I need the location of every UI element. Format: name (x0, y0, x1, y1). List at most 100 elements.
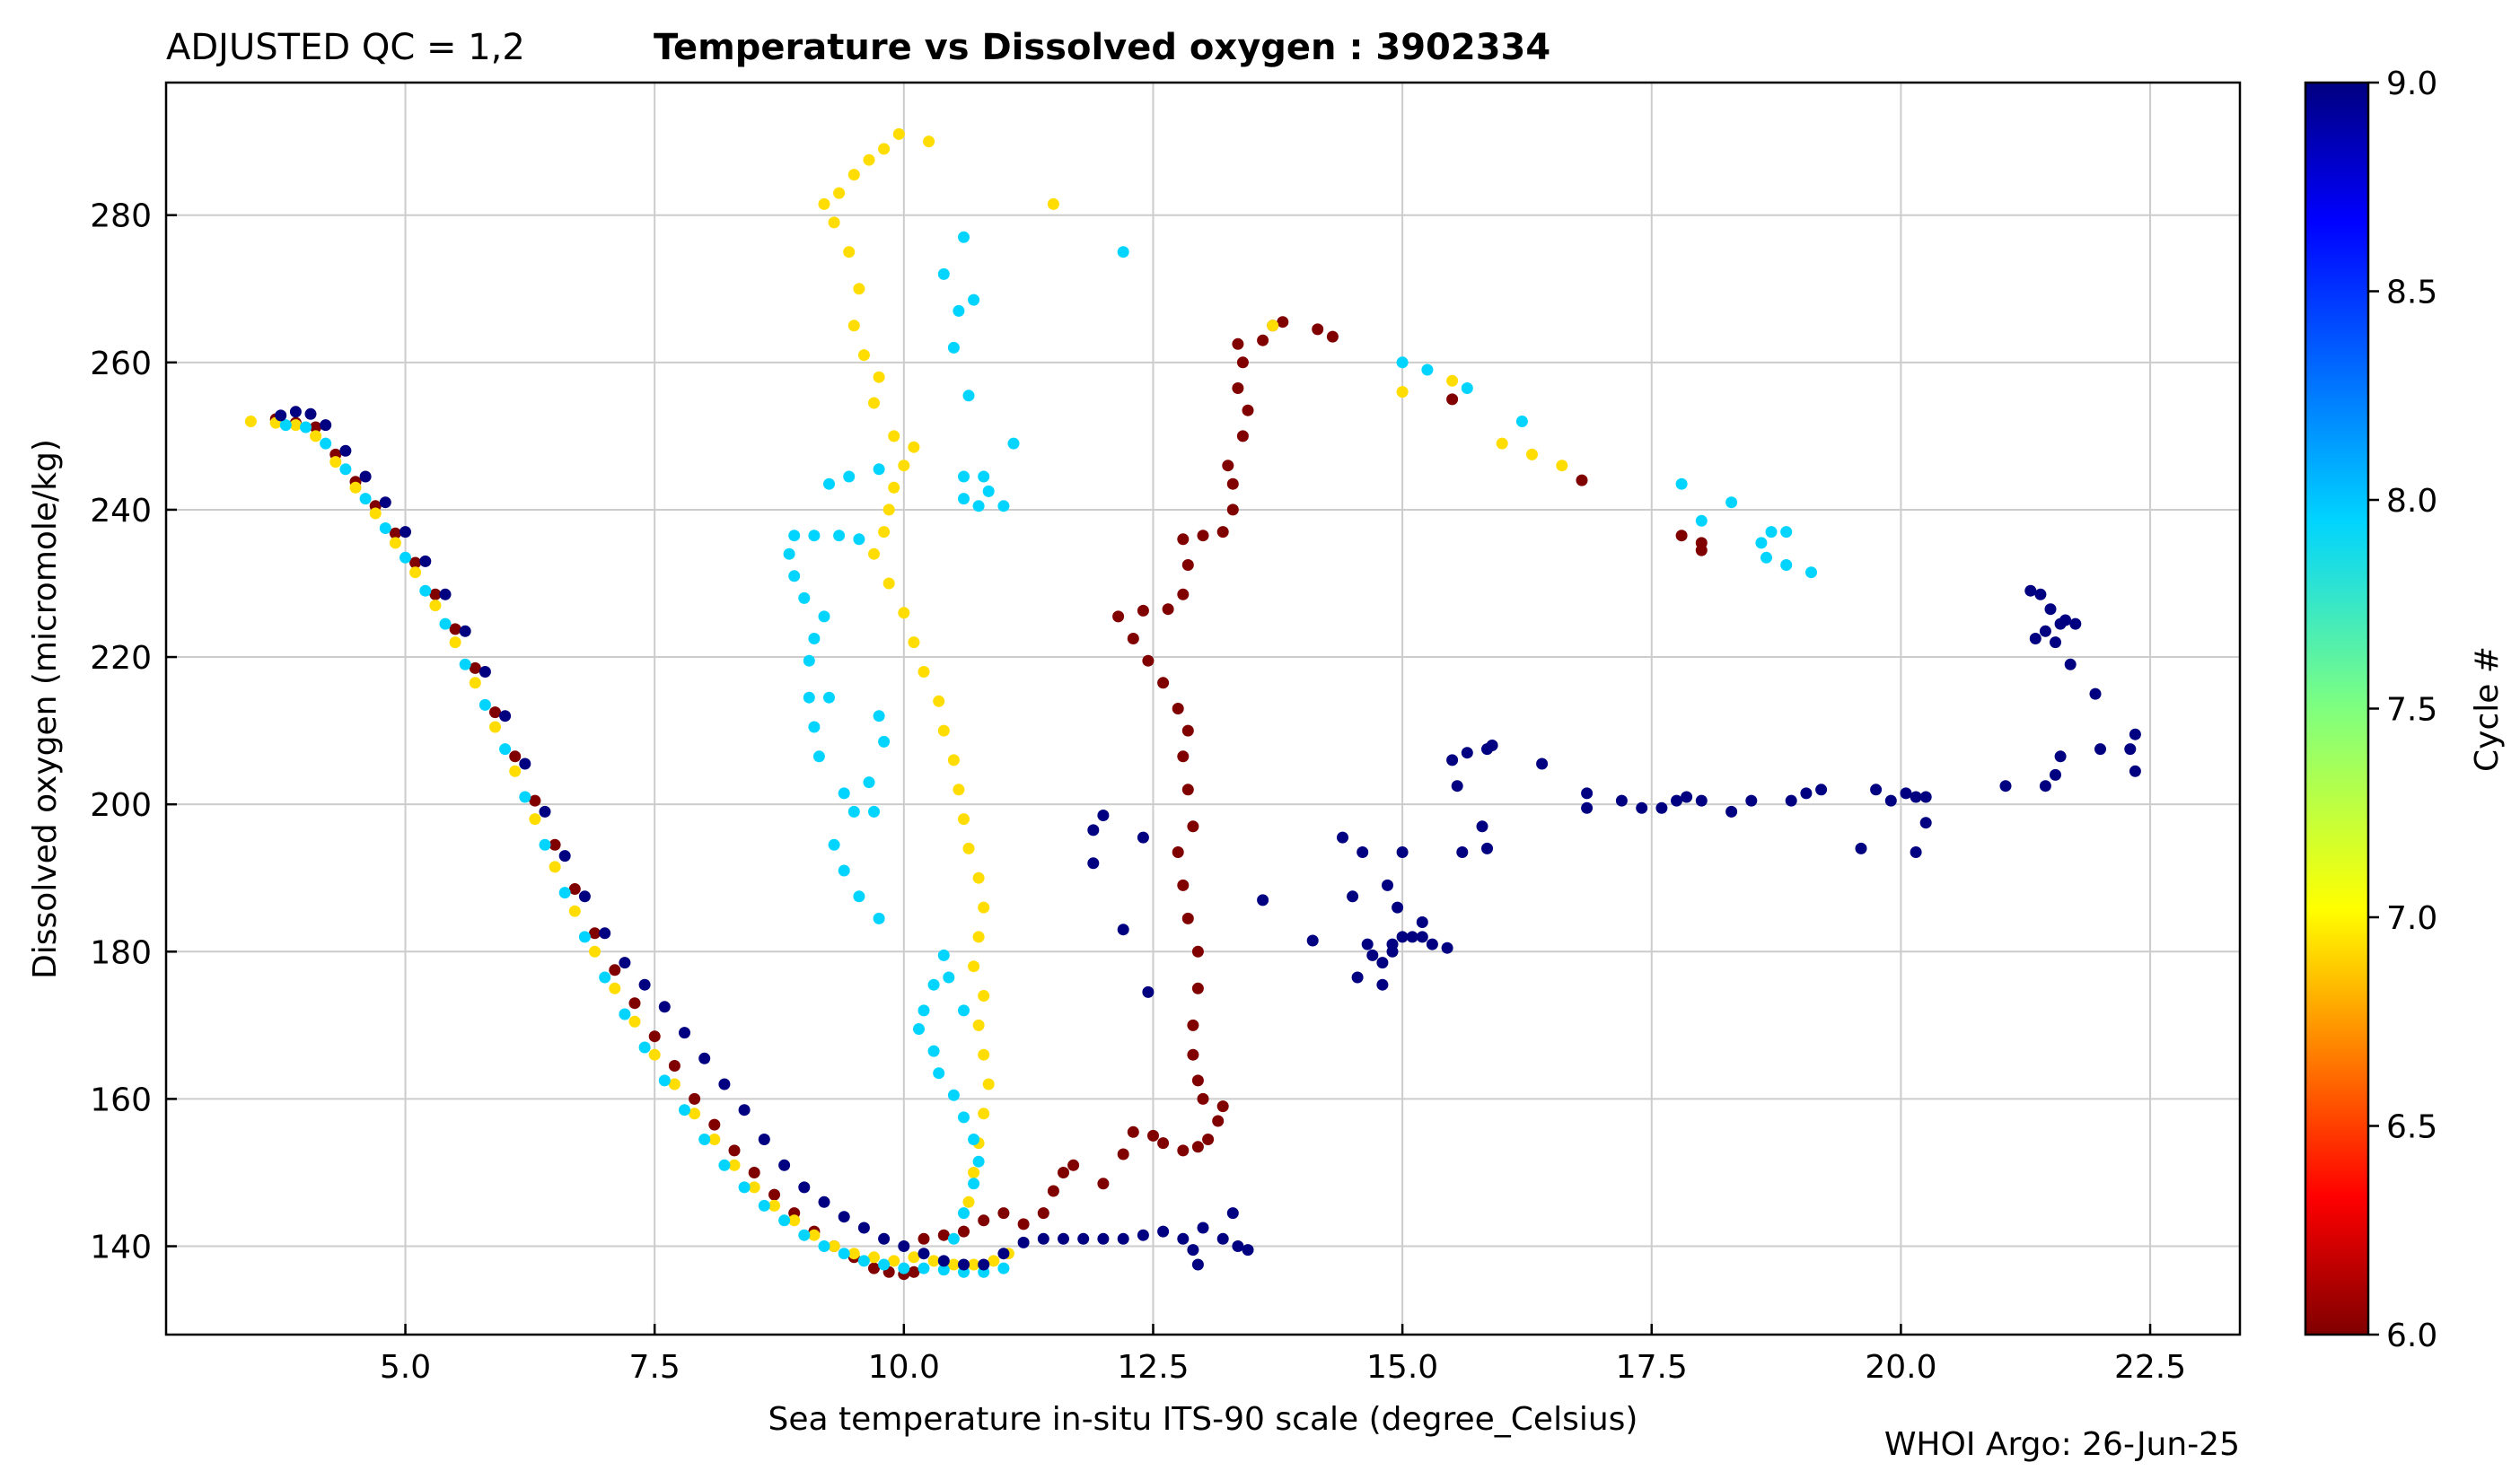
data-point (927, 1255, 940, 1267)
data-point (892, 127, 905, 140)
data-point (439, 588, 452, 600)
data-point (1077, 1232, 1090, 1245)
data-point (962, 390, 975, 402)
colorbar (2304, 81, 2370, 1336)
data-point (1177, 533, 1190, 546)
data-point (873, 463, 885, 476)
data-point (847, 1248, 860, 1260)
data-point (808, 1229, 821, 1241)
data-point (978, 990, 990, 1002)
data-point (728, 1144, 741, 1157)
series-cycle-6 (269, 316, 1708, 1281)
data-point (698, 1052, 711, 1064)
data-point (648, 1048, 661, 1061)
data-point (1277, 316, 1289, 328)
data-point (838, 787, 850, 800)
data-point (738, 1181, 751, 1194)
data-point (1681, 791, 1693, 803)
colorbar-tick-label: 8.5 (2386, 275, 2437, 311)
data-point (568, 905, 581, 917)
data-point (1347, 890, 1359, 903)
data-point (808, 530, 821, 542)
data-point (908, 1251, 920, 1264)
data-point (619, 1008, 631, 1020)
data-point (359, 493, 372, 505)
data-point (972, 500, 985, 512)
data-point (1087, 824, 1100, 836)
data-point (978, 470, 990, 483)
data-point (1910, 791, 1922, 803)
data-point (1755, 537, 1768, 549)
data-point (1910, 846, 1922, 858)
data-point (1037, 1232, 1049, 1245)
data-point (1127, 633, 1139, 644)
data-point (1615, 794, 1628, 807)
series-cycle-9 (275, 406, 2141, 1271)
data-point (927, 978, 940, 991)
data-point (1386, 945, 1399, 958)
data-point (947, 754, 960, 766)
data-point (968, 1258, 980, 1271)
data-point (1226, 477, 1239, 490)
data-point (1197, 1222, 1209, 1234)
data-point (2050, 636, 2061, 649)
data-point (738, 1104, 751, 1117)
colorbar-ticks: 6.0 6.5 7.0 7.5 8.0 8.5 9.0 (2368, 66, 2437, 1354)
data-point (1232, 1240, 1244, 1252)
data-point (1326, 330, 1339, 343)
data-point (1461, 382, 1473, 394)
data-point (1047, 197, 1059, 210)
data-point (339, 444, 352, 457)
data-point (937, 1264, 950, 1276)
data-point (873, 912, 885, 924)
data-point (2094, 743, 2106, 756)
data-point (937, 1229, 950, 1241)
data-point (300, 421, 312, 433)
data-point (828, 1240, 840, 1252)
data-point (947, 1258, 960, 1271)
data-point (1222, 460, 1234, 472)
data-point (978, 1214, 990, 1227)
data-point (638, 1041, 651, 1054)
data-point (499, 710, 512, 722)
data-point (718, 1078, 731, 1090)
data-point (2069, 617, 2082, 630)
data-point (668, 1060, 680, 1072)
data-point (689, 1108, 701, 1120)
data-point (1177, 588, 1190, 600)
data-point (803, 691, 815, 704)
data-point (529, 794, 541, 807)
data-point (878, 1258, 891, 1271)
data-point (1496, 437, 1508, 450)
data-point (958, 1225, 970, 1238)
data-point (1337, 831, 1348, 844)
data-point (479, 698, 491, 711)
data-point (1366, 949, 1379, 961)
data-point (1760, 551, 1772, 564)
data-point (578, 890, 591, 903)
data-point (389, 527, 401, 539)
data-point (878, 526, 891, 539)
data-point (589, 945, 601, 958)
data-point (1675, 530, 1688, 542)
data-point (349, 481, 362, 494)
data-point (1456, 846, 1469, 858)
data-point (1382, 879, 1393, 891)
data-point (619, 957, 631, 969)
data-point (409, 556, 422, 569)
data-point (1047, 1185, 1059, 1197)
credit-text: WHOI Argo: 26-Jun-25 (1884, 1426, 2240, 1463)
data-point (947, 341, 960, 354)
data-point (1257, 894, 1269, 906)
data-point (1142, 654, 1155, 667)
data-point (758, 1134, 770, 1145)
data-point (982, 485, 995, 497)
data-point (1172, 846, 1184, 858)
data-point (798, 591, 811, 604)
data-point (958, 1207, 970, 1220)
data-point (1392, 901, 1404, 914)
data-point (888, 481, 900, 494)
data-point (908, 636, 920, 649)
data-point (768, 1188, 780, 1201)
